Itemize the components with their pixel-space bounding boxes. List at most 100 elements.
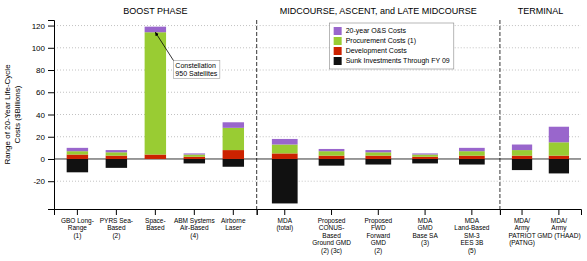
x-tick: MDA/ArmyPATRIOT(PATNG) — [508, 209, 535, 247]
x-tick: ABM SystemsAir-Based(4) — [174, 209, 216, 240]
bars — [67, 27, 244, 173]
bar — [184, 155, 205, 157]
y-tick-label: 0 — [41, 155, 46, 164]
legend-swatch — [334, 47, 342, 55]
bar — [184, 153, 205, 154]
bar — [549, 142, 569, 155]
x-tick: MDALand-BasedSM-3EES 3B(5) — [454, 209, 489, 255]
label-line: (5) — [468, 247, 476, 255]
x-tick-mark — [425, 209, 426, 215]
panel: MDA(total) ProposedCONUS-BasedGround GMD(… — [257, 6, 501, 255]
bar — [459, 148, 485, 151]
grid-line — [257, 92, 500, 93]
label-line: FWD — [371, 224, 386, 231]
y-tick-label: 100 — [32, 44, 46, 53]
x-tick: ProposedCONUS-BasedGround GMD(2) (3c) — [312, 209, 351, 255]
label-line: Based — [146, 224, 165, 231]
x-tick-label: MDA/ArmyGMD (THAAD) — [537, 217, 580, 240]
x-tick: MDA/ArmyGMD (THAAD) — [537, 209, 580, 240]
x-tick-label: MDA/ArmyPATRIOT(PATNG) — [508, 217, 535, 247]
label-line: Based — [107, 224, 126, 231]
bar — [106, 159, 127, 168]
x-tick: GBO Long-Range(1) — [61, 209, 94, 240]
label-line: MDA — [278, 217, 293, 224]
bar — [549, 127, 569, 143]
label-line: (2) — [112, 232, 120, 240]
label-line: CONUS- — [319, 224, 345, 231]
x-tick: PYRS Sea-Based(2) — [100, 209, 133, 240]
label-line: GMD (THAAD) — [537, 232, 580, 240]
x-tick-label: MDAGMDBase SA(3) — [412, 217, 438, 247]
x-tick-mark — [471, 209, 472, 215]
grid-line — [500, 181, 581, 182]
bar — [145, 27, 166, 33]
label-line: Air-Based — [180, 224, 209, 231]
bars — [512, 127, 569, 174]
y-tick: 100 — [32, 44, 54, 53]
legend-swatch — [334, 57, 342, 65]
bar — [512, 150, 532, 156]
x-tick-mark — [378, 209, 379, 215]
label-line: PYRS Sea- — [100, 217, 133, 224]
x-tick-mark — [522, 209, 523, 215]
bar — [67, 159, 88, 172]
label-line: EES 3B — [460, 239, 483, 246]
label-line: Ground GMD — [312, 239, 351, 246]
y-tick-mark — [48, 48, 54, 49]
panel-title: MIDCOURSE, ASCENT, and LATE MIDCOURSE — [280, 6, 477, 16]
bar — [145, 155, 166, 159]
grid — [257, 26, 500, 182]
annotation-box — [173, 60, 220, 78]
chart: GBO Long-Range(1)PYRS Sea-Based(2)Space-… — [0, 0, 587, 261]
bar — [106, 156, 127, 159]
x-tick-label: MDALand-BasedSM-3EES 3B(5) — [454, 217, 489, 255]
panel: GBO Long-Range(1)PYRS Sea-Based(2)Space-… — [32, 6, 258, 240]
x-tick-mark — [558, 209, 559, 215]
label-line: Forward — [366, 232, 390, 239]
x-tick-label: Space-Based — [145, 217, 166, 231]
y-tick-label: 40 — [36, 111, 45, 120]
y-tick-label: -20 — [33, 177, 45, 186]
x-tick: ProposedFWDForwardGMD(2) — [364, 209, 392, 255]
bar — [184, 157, 205, 159]
grid-line — [500, 92, 581, 93]
y-tick-label: 120 — [32, 22, 46, 31]
grid — [54, 26, 257, 182]
legend-item: Sunk Investments Through FY 09 — [334, 57, 450, 65]
label-line: (total) — [276, 224, 293, 232]
x-axis: MDA/ArmyPATRIOT(PATNG)MDA/ArmyGMD (THAAD… — [500, 209, 581, 247]
y-tick-label: 60 — [36, 88, 45, 97]
bar — [319, 156, 345, 159]
x-axis-line — [257, 210, 500, 216]
annotation: Constellation950 Satellites — [155, 32, 220, 78]
panel-divider — [499, 20, 500, 209]
bar — [365, 150, 391, 152]
bar — [67, 148, 88, 151]
bar — [223, 128, 244, 150]
y-tick-mark — [48, 70, 54, 71]
x-axis-line — [500, 210, 581, 216]
label-line: Airborne — [221, 217, 246, 224]
label-line: (3) — [421, 239, 429, 247]
bar — [184, 159, 205, 163]
grid-line — [257, 70, 500, 71]
label-line: PATRIOT — [508, 232, 535, 239]
bars — [272, 139, 485, 203]
bar — [67, 155, 88, 159]
y-tick: 80 — [36, 66, 54, 75]
label-line: (PATNG) — [509, 239, 535, 247]
grid-line — [500, 70, 581, 71]
bar — [365, 156, 391, 159]
label-line: (1) — [73, 232, 81, 240]
y-tick: -20 — [33, 177, 54, 186]
y-tick: 40 — [36, 111, 54, 120]
panel-divider — [256, 20, 257, 209]
legend-swatch — [334, 27, 342, 35]
label-line: MDA/ — [551, 217, 567, 224]
panel-title: BOOST PHASE — [123, 6, 187, 16]
label-line: (2) — [374, 247, 382, 255]
label-line: Constellation — [175, 62, 216, 69]
bar — [412, 155, 438, 157]
bar — [549, 159, 569, 173]
grid-line — [54, 25, 257, 26]
